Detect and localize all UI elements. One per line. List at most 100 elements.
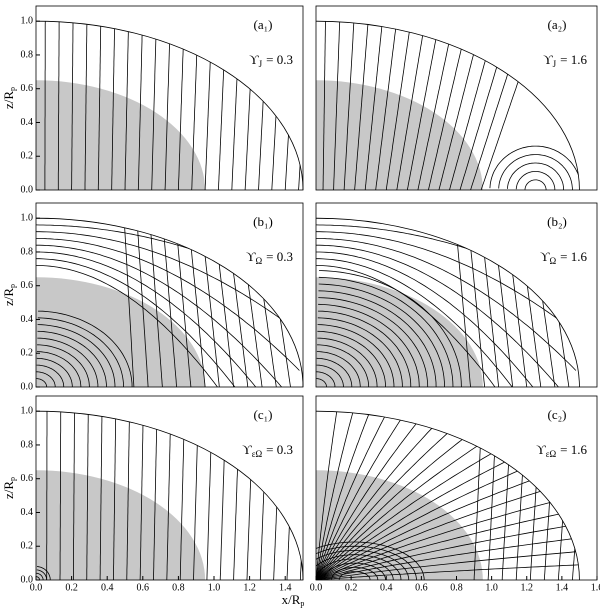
annotation-symbol: ϒ [242,442,252,457]
field-line [375,21,398,191]
boundary [315,410,580,581]
field-line [71,21,74,190]
x-tick-label: 0.8 [172,582,185,593]
annotation-symbol: ϒ [249,52,259,67]
annotation-text: = 1.6 [560,249,587,264]
y-axis-label: z/Rp [1,87,17,109]
field-line [36,378,48,387]
frame [315,5,598,191]
annotation-sub: Ω [549,256,556,266]
field-line [36,265,300,387]
panel-label: (c₁) [254,407,273,422]
field-line [316,554,402,580]
field-line [316,468,580,580]
annotation-text: = 0.3 [266,442,293,457]
annotation-symbol: ϒ [246,249,256,264]
field-line [316,411,465,580]
y-tick-label: 0.2 [21,151,34,162]
field-line [316,435,580,580]
frame [315,202,598,388]
panel: (b₁) ϒΩ = 0.3 0.0 0.2 0.4 0.6 0.8 1.0 [21,202,304,392]
field-line [316,411,438,580]
field-line [151,21,157,191]
field-line [354,21,370,191]
field-lines [316,218,577,387]
field-line [459,21,513,191]
x-tick-label: 0.8 [450,582,463,593]
field-line [37,310,133,387]
field-line [316,558,394,580]
field-line [318,276,454,387]
field-line [331,566,379,580]
field-line [316,521,580,580]
field-line [199,218,220,387]
field-line [136,218,149,387]
field-line [316,258,577,387]
field-line [113,411,117,580]
boundary [35,20,304,191]
field-line [273,411,282,580]
field-line [225,218,249,387]
y-tick-label: 0.8 [21,439,34,450]
field-line [84,21,88,190]
field-line [36,244,300,387]
field-line [36,258,300,387]
field-line [36,566,51,580]
field-line [233,411,241,580]
annotation-symbol: ϒ [543,52,553,67]
field-line [316,411,382,580]
panel-label: (b₂) [547,214,567,229]
panel: (b₂) ϒΩ = 1.6 [315,202,598,388]
field-line [37,324,116,387]
x-tick-label: 0.2 [65,582,78,593]
x-tick-label: 1.4 [279,582,292,593]
x-tick-label: 0.2 [345,582,358,593]
field-line [501,411,513,580]
field-line [316,371,336,387]
y-axis-label-sub: p [8,87,17,91]
field-line [517,218,542,387]
field-line [137,21,143,191]
y-axis-label-main: z/R [1,481,16,499]
field-line [206,411,213,580]
field-line [316,411,410,580]
x-axis-label-main: x/R [282,592,301,607]
field-line [284,21,296,191]
field-line [316,265,577,387]
field-line [73,411,75,580]
field-line [148,218,163,387]
x-tick-label: 0.0 [30,582,43,593]
field-line [507,162,564,190]
field-line [487,411,498,580]
y-tick-label: 0.6 [21,473,34,484]
field-line [473,411,483,580]
field-line [244,21,255,191]
field-line [529,218,556,387]
annotation-text: = 0.3 [266,249,293,264]
annotation: ϒJ = 0.3 [249,52,293,69]
x-tick-label: 0.6 [137,582,150,593]
annotation: ϒΩ = 1.6 [540,249,587,266]
field-line [558,411,572,580]
field-line [542,218,570,387]
field-line [316,218,577,258]
panel: (a₁) ϒJ = 0.3 0.0 0.2 0.4 0.6 0.8 1.0 [21,5,304,195]
x-tick-label: 1.6 [591,582,600,593]
field-line [123,218,135,387]
field-line [323,562,386,580]
field-line [338,571,371,580]
interior [36,470,206,580]
field-line [406,21,441,191]
field-line [124,21,130,191]
field-line [36,569,48,580]
field-line [37,337,99,387]
field-line [316,503,580,580]
annotation-sub: εΩ [252,449,263,459]
field-line [316,411,565,580]
field-line [231,21,241,191]
x-tick-label: 0.0 [310,582,323,593]
annotation: ϒJ = 1.6 [543,52,587,69]
field-line [219,411,227,580]
interior [316,277,483,387]
field-line [204,21,213,191]
